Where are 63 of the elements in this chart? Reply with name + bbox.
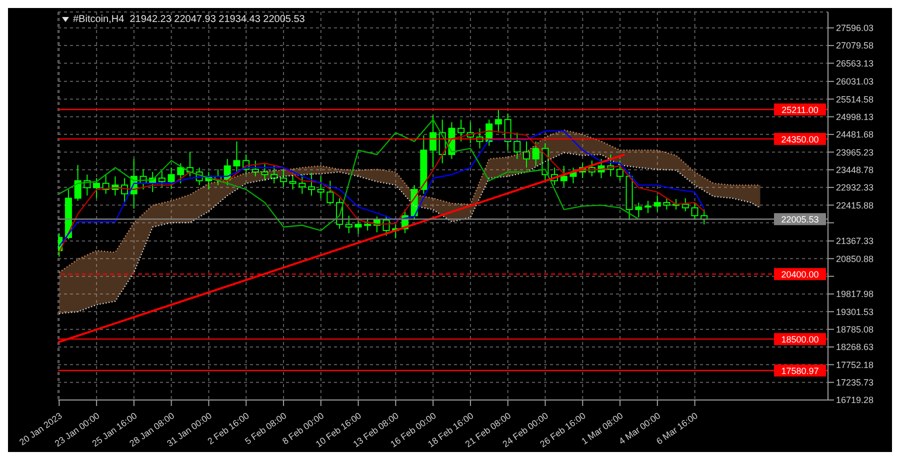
candlestick (522, 140, 530, 168)
ref-line-label: 20400.00 (781, 270, 819, 280)
candlestick (430, 114, 437, 168)
ref-line-label: 24350.00 (781, 134, 819, 144)
candlestick (504, 112, 512, 151)
candlestick (326, 180, 334, 205)
candlestick (261, 164, 268, 182)
candlestick (682, 198, 689, 212)
y-tick-label: 18268.63 (836, 342, 874, 352)
candlestick (93, 178, 100, 199)
candlestick (298, 174, 306, 194)
y-tick-label: 17752.18 (836, 360, 874, 370)
candlestick (514, 132, 521, 160)
candlestick (560, 165, 568, 188)
candlestick (317, 176, 324, 199)
y-tick-label: 23965.23 (836, 147, 874, 158)
y-tick-label: 16719.28 (836, 395, 874, 406)
line-series (58, 118, 640, 232)
candlestick (354, 220, 362, 235)
candlestick (345, 215, 352, 234)
candlestick (494, 108, 502, 134)
candlestick (382, 215, 390, 236)
y-tick-label: 19817.98 (836, 289, 874, 300)
candlestick (233, 140, 240, 172)
candlestick (308, 172, 315, 196)
y-tick-label: 27596.03 (836, 23, 874, 34)
y-tick-label: 18785.08 (836, 324, 874, 335)
ref-line-label: 25211.00 (782, 104, 818, 115)
candlestick (458, 119, 465, 142)
candlestick (663, 198, 670, 210)
y-tick-label: 22932.33 (836, 182, 874, 193)
line-series (58, 129, 761, 274)
candlestick (158, 170, 166, 188)
candlestick (635, 202, 642, 218)
y-tick-label: 22415.88 (836, 200, 874, 210)
candlestick (121, 178, 128, 204)
candlestick (280, 168, 287, 188)
ref-line-label: 22005.53 (781, 214, 819, 225)
ref-line-label: 17580.97 (781, 366, 819, 376)
candlestick (177, 162, 184, 184)
candlestick (691, 202, 698, 221)
candlestick (532, 140, 540, 166)
candlestick (74, 164, 82, 202)
y-tick-label: 27079.58 (836, 40, 874, 51)
y-tick-label: 24998.13 (836, 112, 874, 122)
y-tick-label: 26563.13 (836, 58, 874, 68)
y-tick-label: 25514.58 (836, 94, 874, 104)
candlestick (270, 165, 278, 184)
y-tick-label: 23448.78 (836, 164, 874, 175)
candlestick (644, 200, 652, 214)
ref-line-label: 18500.00 (781, 334, 819, 345)
y-tick-label: 26031.03 (836, 76, 874, 87)
chart-title: #Bitcoin,H4 21942.23 22047.93 21934.43 22005.53 (73, 14, 305, 25)
y-tick-label: 20850.88 (836, 254, 874, 264)
y-tick-label: 24481.68 (836, 130, 874, 140)
candlestick (654, 195, 661, 212)
y-tick-label: 17235.73 (836, 378, 874, 388)
candlestick (616, 160, 624, 182)
y-tick-label: 19301.53 (836, 306, 874, 317)
y-tick-label: 21367.33 (836, 236, 874, 246)
candlestick (364, 218, 372, 232)
candlestick (289, 172, 296, 190)
candlestick (168, 167, 175, 190)
